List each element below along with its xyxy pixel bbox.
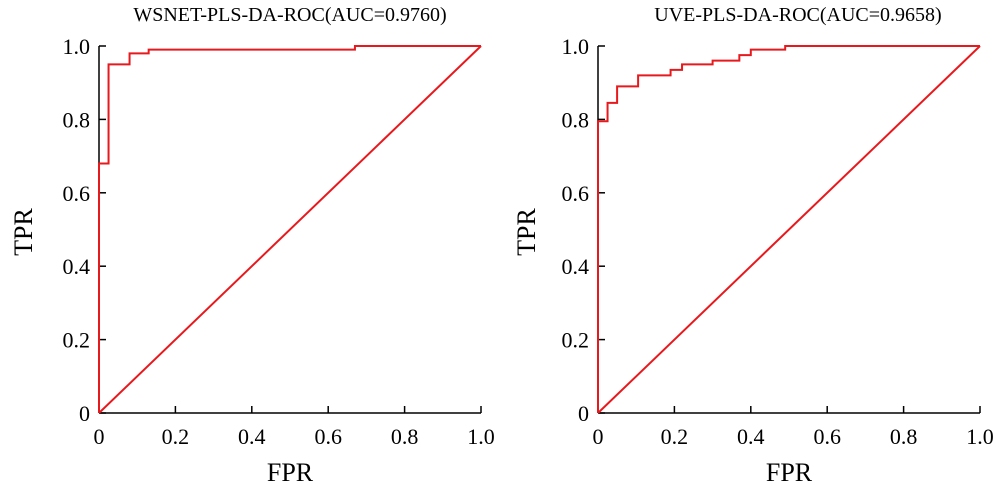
uve-roc-y-tick-label: 1.0 xyxy=(562,34,590,59)
wsnet-roc-y-tick-label: 0.2 xyxy=(63,328,91,353)
uve-roc-y-tick-label: 0 xyxy=(578,401,589,426)
wsnet-roc-y-tick-label: 0.4 xyxy=(63,254,91,279)
uve-roc-y-tick-label: 0.4 xyxy=(562,254,590,279)
wsnet-roc-y-tick-label: 0 xyxy=(79,401,90,426)
uve-roc-x-tick-label: 1.0 xyxy=(966,424,994,449)
uve-roc-x-tick-label: 0 xyxy=(593,424,604,449)
uve-roc-diagonal-line xyxy=(597,45,981,414)
uve-roc-x-tick-label: 0.4 xyxy=(737,424,765,449)
wsnet-roc-x-tick-label: 0.2 xyxy=(162,424,190,449)
uve-roc-x-tick-label: 0.6 xyxy=(813,424,841,449)
uve-roc-x-tick-label: 0.2 xyxy=(661,424,689,449)
uve-roc-x-axis-label: FPR xyxy=(766,458,813,487)
uve-roc-title: UVE-PLS-DA-ROC(AUC=0.9658) xyxy=(654,4,941,26)
uve-roc-curve xyxy=(597,45,980,413)
wsnet-roc-x-tick-label: 0.8 xyxy=(391,424,419,449)
uve-roc-y-tick-label: 0.6 xyxy=(562,181,590,206)
uve-roc-plot-area: 00 0.2 0.2 0.4 0.4 0.6 0.6 0.8 0.8 1.0 1.0 xyxy=(562,34,994,449)
uve-roc-panel: UVE-PLS-DA-ROC(AUC=0.9658) FPR TPR 00 0.2… xyxy=(512,4,994,487)
wsnet-roc-x-tick-label: 0.6 xyxy=(314,424,342,449)
uve-roc-x-tick-label: 0.8 xyxy=(890,424,918,449)
wsnet-roc-x-tick-label: 0 xyxy=(94,424,105,449)
wsnet-roc-x-tick-label: 0.4 xyxy=(238,424,266,449)
wsnet-roc-y-tick-label: 0.8 xyxy=(63,107,91,132)
wsnet-roc-plot-area: 00 0.2 0.2 0.4 0.4 0.6 0.6 0.8 0.8 1.0 1.0 xyxy=(63,34,495,449)
uve-roc-y-tick-label: 0.8 xyxy=(562,107,590,132)
wsnet-roc-panel: WSNET-PLS-DA-ROC(AUC=0.9760) FPR TPR 000… xyxy=(9,4,495,487)
uve-roc-y-tick-label: 0.2 xyxy=(562,328,590,353)
wsnet-roc-curve xyxy=(98,45,481,413)
wsnet-roc-y-axis-label: TPR xyxy=(9,208,38,256)
wsnet-roc-y-tick-label: 1.0 xyxy=(63,34,91,59)
wsnet-roc-y-tick-label: 0.6 xyxy=(63,181,91,206)
wsnet-roc-title: WSNET-PLS-DA-ROC(AUC=0.9760) xyxy=(133,4,446,26)
wsnet-roc-diagonal-line xyxy=(98,45,482,414)
uve-roc-y-axis-label: TPR xyxy=(512,208,541,256)
wsnet-roc-x-axis-label: FPR xyxy=(267,458,314,487)
wsnet-roc-x-tick-label: 1.0 xyxy=(467,424,495,449)
